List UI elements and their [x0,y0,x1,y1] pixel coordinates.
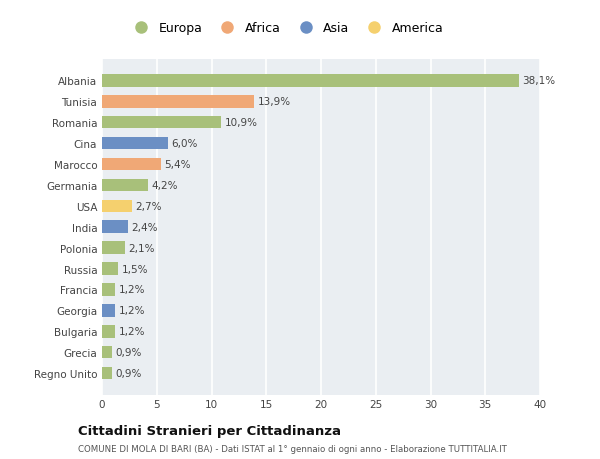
Bar [102,158,161,171]
Text: Cittadini Stranieri per Cittadinanza: Cittadini Stranieri per Cittadinanza [78,424,341,437]
Bar [102,179,148,192]
Bar [102,117,221,129]
Text: 2,4%: 2,4% [131,222,158,232]
Bar [102,284,115,296]
Text: 2,7%: 2,7% [135,202,161,211]
Bar [102,138,168,150]
Bar [102,200,131,213]
Bar [102,75,519,87]
Bar [102,96,254,108]
Text: 38,1%: 38,1% [523,76,556,86]
Legend: Europa, Africa, Asia, America: Europa, Africa, Asia, America [128,22,443,35]
Text: 2,1%: 2,1% [128,243,155,253]
Bar [102,304,115,317]
Text: 1,2%: 1,2% [118,306,145,316]
Text: 0,9%: 0,9% [115,368,142,378]
Text: 5,4%: 5,4% [164,160,191,170]
Bar [102,221,128,234]
Bar [102,325,115,338]
Text: 10,9%: 10,9% [224,118,257,128]
Text: 4,2%: 4,2% [151,180,178,190]
Text: 0,9%: 0,9% [115,347,142,358]
Text: 13,9%: 13,9% [257,97,290,107]
Text: 1,5%: 1,5% [122,264,148,274]
Bar [102,367,112,380]
Text: 1,2%: 1,2% [118,285,145,295]
Bar [102,242,125,254]
Text: 6,0%: 6,0% [171,139,197,149]
Bar [102,263,118,275]
Text: COMUNE DI MOLA DI BARI (BA) - Dati ISTAT al 1° gennaio di ogni anno - Elaborazio: COMUNE DI MOLA DI BARI (BA) - Dati ISTAT… [78,444,507,453]
Bar [102,346,112,358]
Text: 1,2%: 1,2% [118,326,145,336]
